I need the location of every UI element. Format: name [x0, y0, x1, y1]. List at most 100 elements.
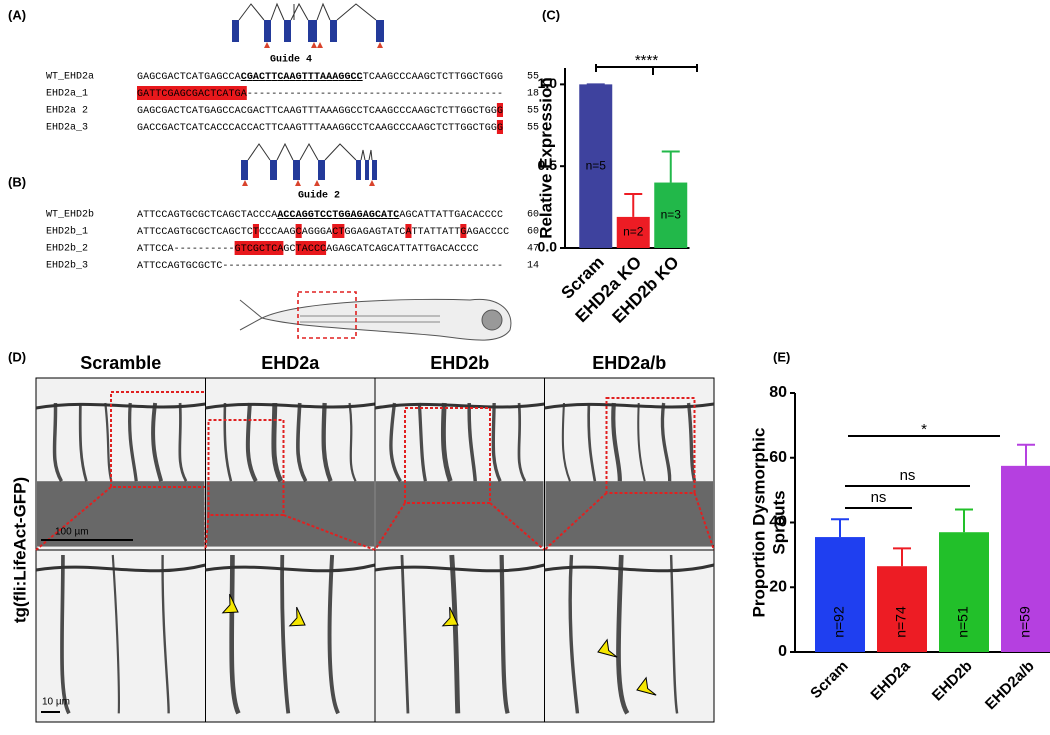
sequence-part: TCAAGCCCAAGCTCTTGGCTGGG: [363, 72, 503, 83]
sequence-name: EHD2b_2: [46, 243, 88, 255]
y-axis-label: Sprouts: [769, 490, 788, 554]
sequence: GAGCGACTCATGAGCCACGACTTCAAGTTTAAAGGCCTCA…: [137, 72, 503, 83]
sequence-length: 14: [527, 261, 539, 272]
arrowhead: [288, 606, 306, 627]
vessel: [60, 554, 71, 715]
column-title: Scramble: [80, 353, 161, 373]
n-label: n=3: [661, 207, 682, 221]
vessel: [223, 402, 233, 482]
panel-label: (C): [542, 7, 560, 22]
vessel: [271, 402, 284, 483]
vessel: [178, 402, 188, 482]
y-tick-label: 0.0: [538, 239, 558, 255]
sequence-part: ATTCCA----------GTCGCTCAGCTACCCAGAGCATCA…: [137, 244, 479, 255]
sequence: GACCGACTCATCACCCACCACTTCAAGTTTAAAGGCCTCA…: [137, 123, 503, 134]
panel-label: (E): [773, 349, 790, 364]
sequence-name: EHD2a_3: [46, 123, 88, 134]
y-tick-label: 40: [769, 514, 787, 531]
vessel: [280, 554, 291, 714]
vessel: [78, 402, 88, 482]
vessel: [374, 402, 545, 410]
panel-label: (A): [8, 7, 26, 22]
vessel: [449, 554, 461, 714]
n-label: n=2: [623, 225, 644, 239]
y-axis-label: Proportion Dysmorphic: [749, 428, 768, 618]
column-title: EHD2a: [261, 353, 320, 373]
zoom-line: [283, 514, 376, 551]
vessel: [245, 402, 258, 483]
arrowhead: [636, 676, 657, 696]
guide-label: Guide 2: [298, 190, 340, 202]
sequence-part: CGACTTCAAGTTTAAAGGCC: [241, 72, 363, 83]
y-tick-label: 80: [769, 384, 787, 401]
sequence-highlight: [295, 224, 302, 238]
sequence-part: GATTCGAGCGACTCATGA----------------------…: [137, 89, 503, 100]
vessel: [400, 554, 410, 714]
sequence-length: 47: [527, 244, 539, 255]
sequence: ATTCCAGTGCGCTC--------------------------…: [137, 261, 503, 272]
sequence-part: GACCGACTCATCACCCACCACTTCAAGTTTAAAGGCCTCA…: [137, 123, 503, 134]
vessel: [374, 563, 545, 573]
y-tick-label: 20: [769, 578, 787, 595]
n-label: n=51: [955, 606, 971, 638]
sequence-part: ACCAGGTCCTGGAGAGCATC: [277, 210, 399, 221]
sequence-length: 18: [527, 89, 539, 100]
vessel: [544, 402, 715, 410]
vessel: [544, 563, 715, 573]
bar: [877, 566, 927, 652]
arrowhead: [597, 638, 618, 658]
sequence-name: WT_EHD2a: [46, 72, 94, 83]
scale-bar-label: 100 µm: [55, 527, 89, 538]
vessel: [499, 554, 510, 714]
vessel: [637, 402, 646, 482]
sequence: ATTCCA----------GTCGCTCAGCTACCCAGAGCATCA…: [137, 244, 479, 255]
sequence-length: 55: [527, 72, 539, 83]
arrowhead: [221, 593, 239, 614]
sequence: ATTCCAGTGCGCTCAGCTACCCAACCAGGTCCTGGAGAGC…: [137, 210, 503, 221]
vessel: [389, 402, 402, 483]
sequence-highlight: [496, 120, 503, 134]
vessel: [128, 402, 138, 482]
sequence-part: GAGCGACTCATGAGCCACGACTTCAAGTTTAAAGGCCTCA…: [137, 106, 503, 117]
sequence-highlight: [295, 241, 327, 255]
zoom-box: [404, 407, 491, 504]
sequence-part: ATTCCAGTGCGCTCAGCTCTCCCAAGCAGGGACTGGAGAG…: [137, 227, 509, 238]
zoom-box: [207, 419, 285, 516]
arrowhead: [441, 606, 459, 627]
significance-label: ns: [871, 489, 887, 506]
significance-label: ns: [900, 467, 916, 484]
vessel: [151, 402, 164, 482]
sequence: GAGCGACTCATGAGCCACGACTTCAAGTTTAAAGGCCTCA…: [137, 106, 503, 117]
sequence-length: 55: [527, 123, 539, 134]
vessel-band: [376, 481, 544, 547]
sequence-highlight: [460, 224, 467, 238]
vessel: [587, 402, 597, 482]
sequence-length: 60: [527, 227, 539, 238]
vessel: [229, 554, 241, 715]
vessel: [568, 554, 580, 714]
vessel: [52, 402, 64, 483]
vessel: [111, 554, 120, 714]
vessel: [35, 563, 206, 573]
x-tick-label: EHD2a: [867, 657, 914, 704]
vessel: [35, 402, 206, 410]
x-tick-label: EHD2a/b: [982, 658, 1038, 714]
vessel-band: [37, 481, 205, 547]
sequence-highlight: [496, 103, 503, 117]
vessel: [467, 402, 477, 482]
vessel: [205, 402, 376, 410]
sequence-part: AGCATTATTGACACCCC: [399, 210, 503, 221]
sequence-name: EHD2a 2: [46, 106, 88, 117]
sequence-part: ATTCCAGTGCGCTC--------------------------…: [137, 261, 503, 272]
vessel: [669, 554, 679, 714]
zoom-line: [204, 514, 210, 551]
panel-label: (B): [8, 174, 26, 189]
y-tick-label: 1.0: [538, 75, 558, 91]
bar: [815, 537, 865, 652]
zoom-line: [374, 502, 406, 551]
sequence-name: EHD2b_3: [46, 260, 88, 272]
sequence-highlight: [252, 224, 259, 238]
zoom-line: [489, 502, 546, 551]
bar: [616, 216, 650, 248]
